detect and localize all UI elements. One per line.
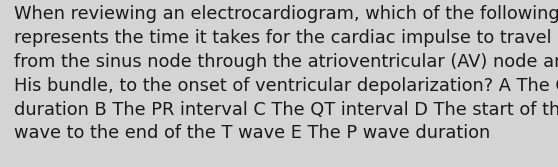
Text: When reviewing an electrocardiogram, which of the following
represents the time : When reviewing an electrocardiogram, whi…: [14, 5, 558, 142]
